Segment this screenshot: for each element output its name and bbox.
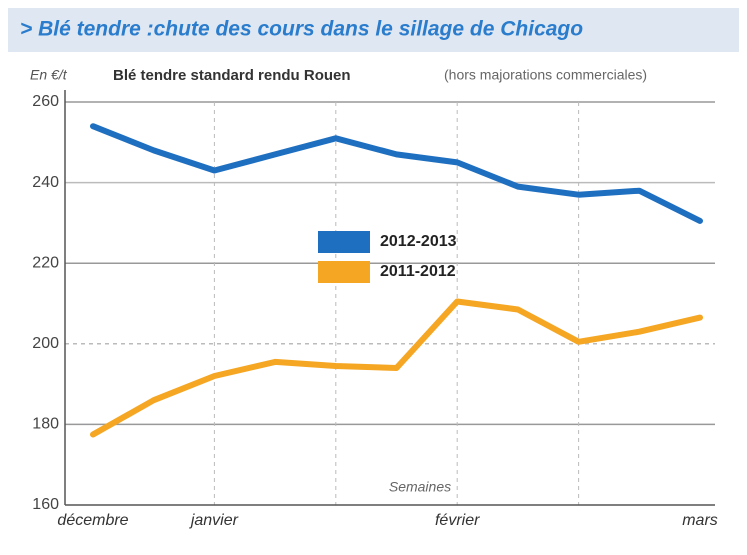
legend-swatch xyxy=(318,261,370,283)
y-tick-label: 160 xyxy=(32,496,59,513)
legend-label: 2012-2013 xyxy=(380,233,457,250)
chart-title: > Blé tendre :chute des cours dans le si… xyxy=(20,18,583,41)
x-axis-label: Semaines xyxy=(389,479,451,495)
subtitle: Blé tendre standard rendu Rouen xyxy=(113,67,351,84)
x-tick-label: décembre xyxy=(57,512,128,529)
y-axis-label: En €/t xyxy=(30,67,68,83)
legend-swatch xyxy=(318,231,370,253)
y-tick-label: 200 xyxy=(32,335,59,352)
series-line xyxy=(90,123,703,224)
title-bar xyxy=(8,8,739,52)
legend-label: 2011-2012 xyxy=(380,263,456,280)
subtitle-note: (hors majorations commerciales) xyxy=(444,67,647,83)
x-tick-label: février xyxy=(435,512,480,529)
y-tick-label: 180 xyxy=(32,416,59,433)
x-tick-label: mars xyxy=(682,512,718,529)
series-line xyxy=(90,298,703,438)
x-tick-label: janvier xyxy=(189,512,239,529)
y-tick-label: 240 xyxy=(32,174,59,191)
y-tick-label: 260 xyxy=(32,93,59,110)
y-tick-label: 220 xyxy=(32,254,59,271)
